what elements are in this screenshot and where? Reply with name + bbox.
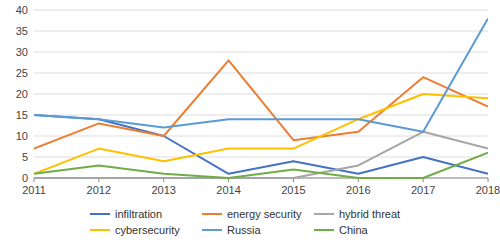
legend-label: infiltration bbox=[115, 208, 162, 220]
y-axis: 0 5 10 15 20 25 30 35 40 bbox=[16, 4, 28, 184]
legend-item: energy security bbox=[202, 208, 302, 220]
tick-label: 2012 bbox=[87, 184, 111, 196]
grid-line bbox=[34, 31, 488, 32]
tick-label: 0 bbox=[22, 172, 28, 184]
tick-label: 2013 bbox=[151, 184, 175, 196]
tick-label: 20 bbox=[16, 88, 28, 100]
legend-swatch bbox=[314, 213, 334, 215]
grid-line bbox=[34, 115, 488, 116]
grid-line bbox=[34, 52, 488, 53]
tick-label: 10 bbox=[16, 130, 28, 142]
legend-item: China bbox=[314, 224, 369, 236]
legend-label: China bbox=[339, 224, 369, 236]
tick-label: 2018 bbox=[476, 184, 500, 196]
legend-swatch bbox=[90, 229, 110, 231]
grid bbox=[34, 10, 488, 178]
series-line bbox=[34, 132, 488, 178]
legend-swatch bbox=[202, 229, 222, 231]
tick-label: 25 bbox=[16, 67, 28, 79]
grid-line bbox=[34, 136, 488, 137]
tick-label: 2014 bbox=[216, 184, 240, 196]
tick-label: 2011 bbox=[22, 184, 46, 196]
legend-label: hybrid threat bbox=[339, 208, 400, 220]
series-line bbox=[34, 153, 488, 178]
tick-label: 2016 bbox=[346, 184, 370, 196]
tick-mark bbox=[488, 178, 489, 182]
legend-label: cybersecurity bbox=[115, 224, 180, 236]
legend-item: hybrid threat bbox=[314, 208, 400, 220]
legend-swatch bbox=[90, 213, 110, 215]
legend-item: infiltration bbox=[90, 208, 162, 220]
legend-label: energy security bbox=[227, 208, 302, 220]
tick-label: 35 bbox=[16, 25, 28, 37]
series-line bbox=[34, 18, 488, 131]
chart-container: 0 5 10 15 20 25 30 35 40 2011 2012 2013 2014 2015 2016… bbox=[0, 0, 500, 250]
plot-area bbox=[34, 18, 488, 178]
x-axis: 2011 2012 2013 2014 2015 2016 2017 2018 bbox=[22, 178, 500, 196]
grid-line bbox=[34, 10, 488, 11]
series-line bbox=[34, 60, 488, 148]
tick-label: 2017 bbox=[411, 184, 435, 196]
legend-swatch bbox=[314, 229, 334, 231]
legend-label: Russia bbox=[227, 224, 262, 236]
chart: 0 5 10 15 20 25 30 35 40 2011 2012 2013 2014 2015 2016… bbox=[0, 0, 500, 250]
tick-label: 5 bbox=[22, 151, 28, 163]
legend-swatch bbox=[202, 213, 222, 215]
legend: infiltration energy security hybrid threat… bbox=[90, 208, 400, 236]
tick-label: 15 bbox=[16, 109, 28, 121]
legend-item: Russia bbox=[202, 224, 262, 236]
tick-label: 2015 bbox=[281, 184, 305, 196]
series-line bbox=[34, 94, 488, 174]
tick-label: 30 bbox=[16, 46, 28, 58]
legend-item: cybersecurity bbox=[90, 224, 180, 236]
tick-label: 40 bbox=[16, 4, 28, 16]
grid-line bbox=[34, 73, 488, 74]
